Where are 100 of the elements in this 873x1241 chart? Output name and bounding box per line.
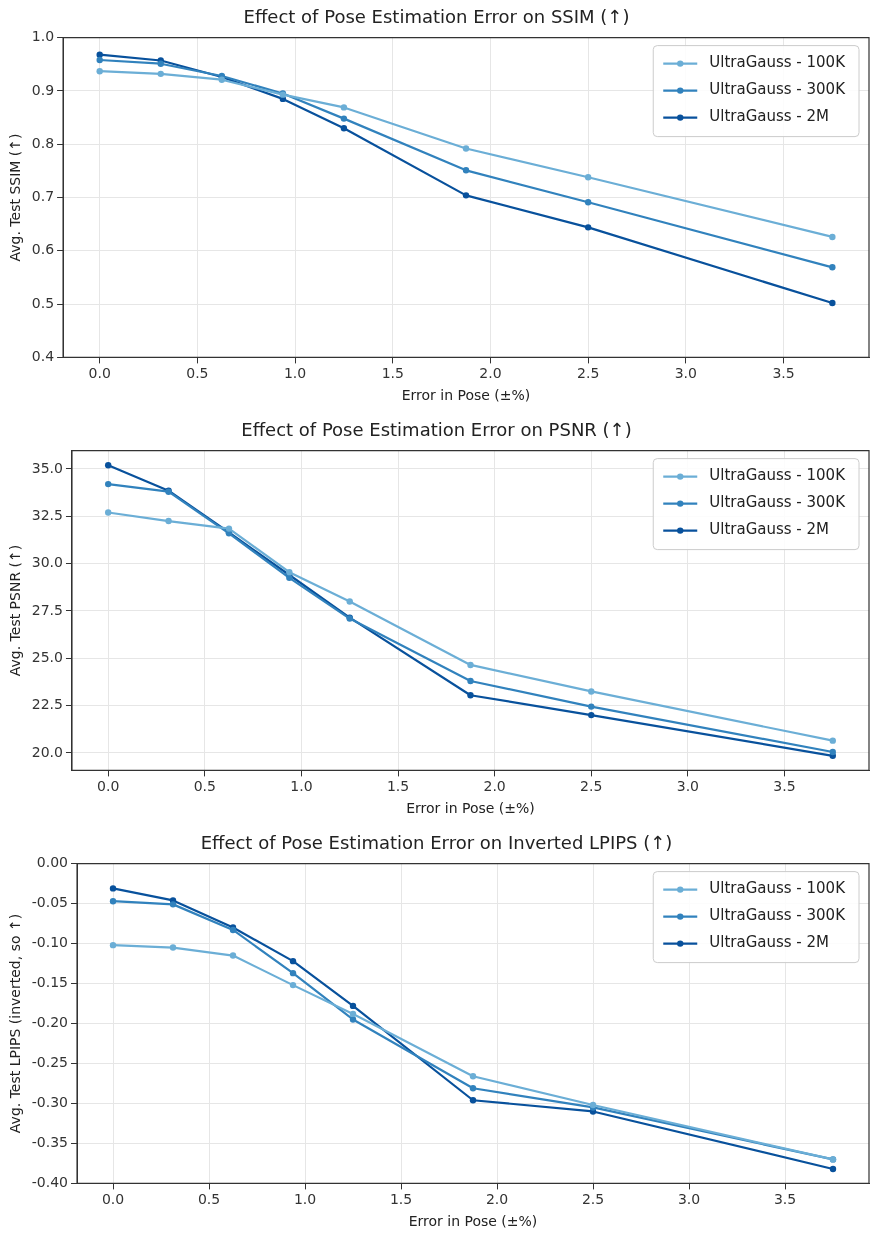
x-tick-label: 1.0	[283, 365, 307, 382]
point	[469, 1097, 477, 1104]
y-tick-label: -0.35	[31, 1134, 69, 1151]
point	[349, 1010, 357, 1018]
y-tick-label: 30.0	[31, 554, 63, 571]
point	[462, 145, 470, 152]
point	[584, 174, 592, 181]
x-tick-label: 3.5	[773, 778, 796, 795]
x-tick-label: 1.5	[389, 1191, 413, 1208]
point	[462, 192, 470, 199]
point	[588, 703, 595, 710]
x-tick-label: 0.0	[88, 365, 111, 382]
x-tick-label: 3.0	[677, 1191, 701, 1208]
x-tick-label: 2.0	[479, 365, 502, 382]
point	[588, 688, 595, 695]
legend-label: UltraGauss - 100K	[709, 466, 847, 485]
legend-label: UltraGauss - 2M	[709, 520, 830, 539]
point	[346, 598, 353, 605]
y-tick-label: -0.15	[31, 974, 69, 991]
point	[105, 461, 112, 469]
point	[584, 224, 592, 231]
point	[340, 104, 348, 111]
point	[165, 517, 172, 525]
x-axis-title: Error in Pose (±%)	[406, 800, 535, 817]
x-tick-label: 2.0	[485, 1191, 509, 1208]
point	[462, 167, 470, 174]
y-tick-label: -0.30	[31, 1094, 69, 1111]
x-tick-label: 0.0	[101, 1191, 125, 1208]
point	[349, 1016, 357, 1023]
point	[169, 901, 177, 908]
point	[349, 1002, 357, 1010]
y-tick-label: 0.00	[36, 854, 69, 871]
point	[169, 944, 177, 951]
x-tick-label: 3.0	[674, 365, 697, 382]
x-axis-title: Error in Pose (±%)	[401, 387, 531, 404]
y-tick-label: 0.5	[31, 294, 55, 311]
point	[289, 969, 297, 977]
y-tick-label: -0.40	[31, 1174, 69, 1191]
legend-label: UltraGauss - 300K	[709, 906, 847, 925]
point	[467, 692, 474, 699]
y-tick-label: 22.5	[31, 696, 63, 713]
point	[588, 711, 595, 719]
point	[829, 737, 836, 744]
x-tick-label: 1.5	[386, 778, 410, 795]
point	[109, 885, 117, 892]
x-tick-label: 3.5	[773, 1191, 797, 1208]
point	[469, 1073, 477, 1080]
y-axis-title: Avg. Test SSIM (↑)	[7, 133, 24, 262]
y-tick-label: -0.25	[31, 1054, 69, 1071]
point	[96, 51, 103, 58]
x-tick-label: 2.5	[577, 365, 600, 382]
y-tick-label: -0.10	[31, 934, 69, 951]
y-tick-label: 1.0	[31, 28, 55, 45]
legend-label: UltraGauss - 300K	[709, 493, 847, 512]
y-tick-label: 32.5	[31, 506, 63, 523]
chart-title: Effect of Pose Estimation Error on PSNR (↑)	[241, 419, 632, 441]
y-tick-label: 0.9	[31, 81, 55, 98]
point	[96, 67, 103, 75]
point	[829, 1165, 837, 1173]
point	[467, 661, 474, 669]
x-tick-label: 0.5	[186, 365, 209, 382]
y-axis-title: Avg. Test LPIPS (inverted, so ↑)	[7, 913, 24, 1134]
legend-label: UltraGauss - 100K	[709, 53, 847, 72]
point	[829, 299, 836, 307]
x-tick-label: 0.5	[193, 778, 216, 795]
x-tick-label: 2.5	[580, 778, 603, 795]
point	[829, 748, 836, 756]
x-tick-label: 0.5	[197, 1191, 221, 1208]
x-tick-label: 2.0	[483, 778, 506, 795]
x-tick-label: 0.0	[97, 778, 120, 795]
y-axis-title: Avg. Test PSNR (↑)	[7, 544, 24, 677]
point	[340, 125, 348, 132]
point	[469, 1085, 477, 1092]
y-tick-label: 0.7	[31, 188, 55, 205]
x-tick-label: 1.0	[290, 778, 313, 795]
point	[225, 525, 233, 532]
point	[829, 264, 836, 271]
point	[105, 509, 112, 516]
y-tick-label: 0.6	[31, 241, 55, 258]
y-tick-label: 25.0	[31, 648, 63, 665]
y-tick-label: 20.0	[31, 743, 63, 760]
point	[109, 897, 117, 905]
y-tick-label: -0.20	[31, 1014, 69, 1031]
y-tick-label: 27.5	[31, 601, 63, 618]
y-tick-label: 35.0	[31, 459, 63, 476]
point	[157, 70, 164, 78]
y-tick-label: 0.8	[31, 134, 55, 151]
x-tick-label: 1.0	[293, 1191, 317, 1208]
chart-title: Effect of Pose Estimation Error on Inverted LPIPS (↑)	[200, 832, 673, 854]
x-tick-label: 3.5	[772, 365, 795, 382]
point	[289, 957, 297, 965]
point	[467, 677, 474, 685]
legend-label: UltraGauss - 100K	[709, 879, 847, 898]
x-tick-label: 1.5	[381, 365, 404, 382]
point	[829, 233, 836, 241]
point	[96, 56, 103, 64]
point	[289, 981, 297, 989]
legend-label: UltraGauss - 2M	[709, 933, 830, 952]
point	[109, 941, 117, 949]
legend-label: UltraGauss - 300K	[709, 80, 847, 99]
